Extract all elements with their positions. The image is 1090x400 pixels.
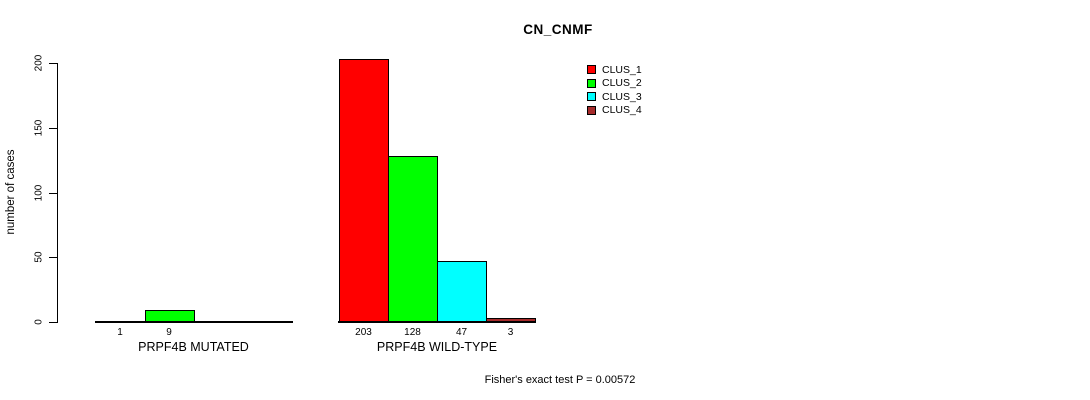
bar-value-label: 1: [117, 327, 123, 338]
bar-clus_2-mutated: [144, 310, 195, 322]
y-axis-tick-label: 50: [33, 251, 45, 263]
bar-clus_2-wild-type: [388, 156, 438, 322]
bar-clus_4-wild-type: [486, 318, 536, 322]
bar-value-label: 203: [355, 327, 372, 338]
chart-title: CN_CNMF: [523, 22, 593, 37]
legend-swatch-icon: [587, 105, 596, 115]
bar-value-label: 128: [404, 327, 421, 338]
bar-value-label: 9: [166, 327, 172, 338]
x-category-label: PRPF4B MUTATED: [138, 340, 249, 354]
y-axis-tick-label: 200: [33, 54, 45, 72]
legend: CLUS_1 CLUS_2 CLUS_3 CLUS_4: [587, 63, 642, 117]
y-axis-tick-label: 150: [33, 119, 45, 137]
group-baseline: [94, 321, 293, 323]
bar-clus_3-wild-type: [437, 261, 487, 322]
y-axis-line: [57, 63, 58, 323]
y-axis-label: number of cases: [5, 149, 17, 235]
bar-clus_1-mutated: [95, 320, 146, 323]
y-axis-tick: [49, 322, 57, 323]
legend-item-clus_2: CLUS_2: [587, 77, 642, 91]
bar-value-label: 47: [455, 327, 468, 338]
bar-value-label: 3: [507, 327, 514, 338]
legend-label: CLUS_2: [602, 77, 642, 90]
x-category-label: PRPF4B WILD-TYPE: [376, 340, 498, 354]
legend-swatch-icon: [587, 65, 596, 75]
legend-label: CLUS_3: [602, 90, 642, 103]
legend-swatch-icon: [587, 78, 596, 88]
legend-label: CLUS_1: [602, 63, 642, 76]
fisher-test-footnote: Fisher's exact test P = 0.00572: [484, 374, 636, 386]
bar-clus_1-wild-type: [339, 59, 389, 322]
group-baseline: [338, 321, 536, 323]
y-axis-tick-label: 0: [33, 319, 45, 325]
y-axis-tick: [49, 257, 57, 259]
legend-item-clus_1: CLUS_1: [587, 63, 642, 77]
legend-item-clus_3: CLUS_3: [587, 90, 642, 104]
y-axis-tick-label: 100: [33, 184, 45, 201]
y-axis-tick: [49, 192, 57, 194]
y-axis-tick: [49, 127, 57, 129]
y-axis-tick: [49, 63, 57, 64]
legend-label: CLUS_4: [602, 104, 642, 117]
legend-swatch-icon: [587, 92, 596, 102]
legend-item-clus_4: CLUS_4: [587, 104, 642, 118]
